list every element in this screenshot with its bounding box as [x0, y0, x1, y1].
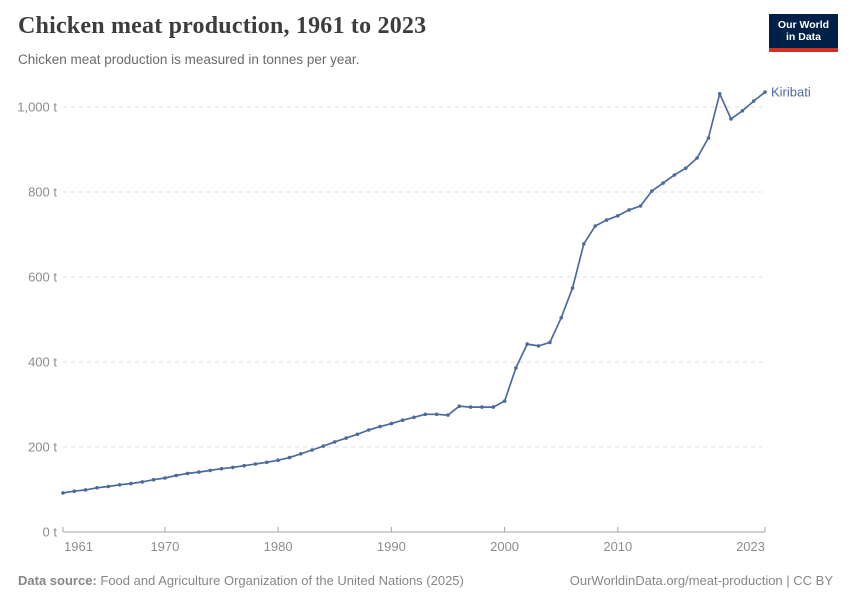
x-tick-label: 1961 — [64, 539, 93, 554]
y-tick-label: 200 t — [28, 440, 57, 455]
data-point[interactable] — [502, 399, 507, 403]
data-point[interactable] — [740, 109, 745, 113]
data-point[interactable] — [491, 405, 496, 409]
data-point[interactable] — [763, 90, 767, 94]
chart-canvas: 0 t 200 t 400 t 600 t 800 t 1,000 t 1961 1970 19… — [17, 85, 811, 554]
data-point[interactable] — [344, 436, 348, 440]
data-point[interactable] — [106, 484, 111, 489]
y-tick-label: 0 t — [43, 525, 58, 540]
data-point[interactable] — [83, 488, 88, 492]
data-point[interactable] — [548, 340, 552, 345]
data-point[interactable] — [265, 460, 269, 465]
data-point[interactable] — [140, 480, 145, 484]
data-point[interactable] — [242, 463, 246, 468]
data-point[interactable] — [446, 413, 450, 417]
data-point[interactable] — [208, 468, 212, 473]
x-tick-label: 1970 — [150, 539, 179, 554]
data-point[interactable] — [61, 491, 65, 495]
data-point[interactable] — [231, 465, 235, 470]
y-tick-label: 600 t — [28, 270, 57, 285]
data-point[interactable] — [412, 415, 416, 420]
x-tick-label: 2023 — [736, 539, 765, 554]
data-point[interactable] — [570, 286, 575, 290]
data-line[interactable] — [62, 91, 766, 494]
data-point[interactable] — [378, 424, 382, 429]
x-tick-label: 2010 — [603, 539, 632, 554]
license-link[interactable]: OurWorldinData.org/meat-production | CC … — [569, 573, 833, 588]
data-point[interactable] — [582, 242, 586, 246]
data-point[interactable] — [332, 440, 337, 444]
data-point[interactable] — [729, 117, 733, 121]
data-point[interactable] — [536, 344, 541, 348]
data-point[interactable] — [197, 470, 201, 474]
series-label[interactable]: Kiribati — [771, 85, 811, 100]
data-point[interactable] — [672, 173, 677, 177]
data-point[interactable] — [514, 366, 518, 370]
data-point[interactable] — [366, 428, 371, 432]
data-point[interactable] — [627, 208, 631, 212]
data-source-text: Food and Agriculture Organization of the… — [100, 573, 464, 588]
data-point[interactable] — [129, 481, 133, 486]
data-point[interactable] — [457, 404, 462, 409]
x-tick-label: 1990 — [377, 539, 406, 554]
data-point[interactable] — [299, 452, 303, 456]
data-point[interactable] — [174, 473, 178, 478]
data-point[interactable] — [389, 421, 394, 426]
data-point[interactable] — [185, 471, 190, 476]
data-point[interactable] — [72, 489, 77, 494]
data-point[interactable] — [661, 181, 665, 185]
data-point[interactable] — [219, 466, 224, 471]
data-point[interactable] — [434, 412, 439, 417]
data-point[interactable] — [638, 204, 643, 208]
data-point[interactable] — [717, 92, 722, 96]
data-source: Data source: Food and Agriculture Organi… — [18, 573, 464, 588]
data-point[interactable] — [253, 462, 258, 466]
data-point[interactable] — [593, 224, 597, 228]
data-point[interactable] — [276, 458, 280, 463]
data-source-label: Data source: — [18, 573, 97, 588]
chart-footer: Data source: Food and Agriculture Organi… — [18, 573, 833, 588]
data-point[interactable] — [423, 412, 428, 417]
data-point[interactable] — [151, 477, 156, 482]
x-tick-label: 1980 — [264, 539, 293, 554]
data-point[interactable] — [310, 448, 314, 452]
data-point[interactable] — [468, 405, 473, 409]
data-point[interactable] — [683, 166, 688, 170]
data-point[interactable] — [287, 455, 292, 460]
data-point[interactable] — [616, 214, 620, 218]
y-tick-label: 1,000 t — [17, 100, 57, 115]
owid-logo-line2: in Data — [785, 31, 821, 43]
data-point[interactable] — [706, 136, 711, 140]
data-point[interactable] — [525, 342, 529, 346]
page-subtitle: Chicken meat production is measured in t… — [18, 52, 360, 67]
data-point[interactable] — [650, 189, 654, 193]
data-point[interactable] — [163, 476, 167, 480]
x-tick-label: 2000 — [490, 539, 519, 554]
data-point[interactable] — [355, 432, 360, 437]
line-chart: 0 t 200 t 400 t 600 t 800 t 1,000 t 1961 1970 19… — [0, 80, 850, 560]
y-tick-label: 800 t — [28, 185, 57, 200]
data-point[interactable] — [117, 483, 122, 487]
data-point[interactable] — [321, 444, 326, 448]
owid-logo: Our World in Data — [769, 14, 838, 52]
page-title: Chicken meat production, 1961 to 2023 — [18, 13, 427, 39]
owid-logo-line1: Our World — [777, 18, 830, 31]
data-point[interactable] — [604, 218, 609, 222]
y-tick-label: 400 t — [28, 355, 57, 370]
data-point[interactable] — [95, 486, 99, 490]
data-point[interactable] — [751, 99, 756, 103]
data-point[interactable] — [695, 156, 699, 160]
data-point[interactable] — [400, 418, 405, 423]
data-point[interactable] — [559, 316, 563, 320]
data-point[interactable] — [480, 405, 484, 409]
